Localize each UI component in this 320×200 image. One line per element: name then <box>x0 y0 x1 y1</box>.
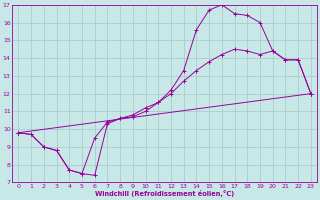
X-axis label: Windchill (Refroidissement éolien,°C): Windchill (Refroidissement éolien,°C) <box>95 190 234 197</box>
